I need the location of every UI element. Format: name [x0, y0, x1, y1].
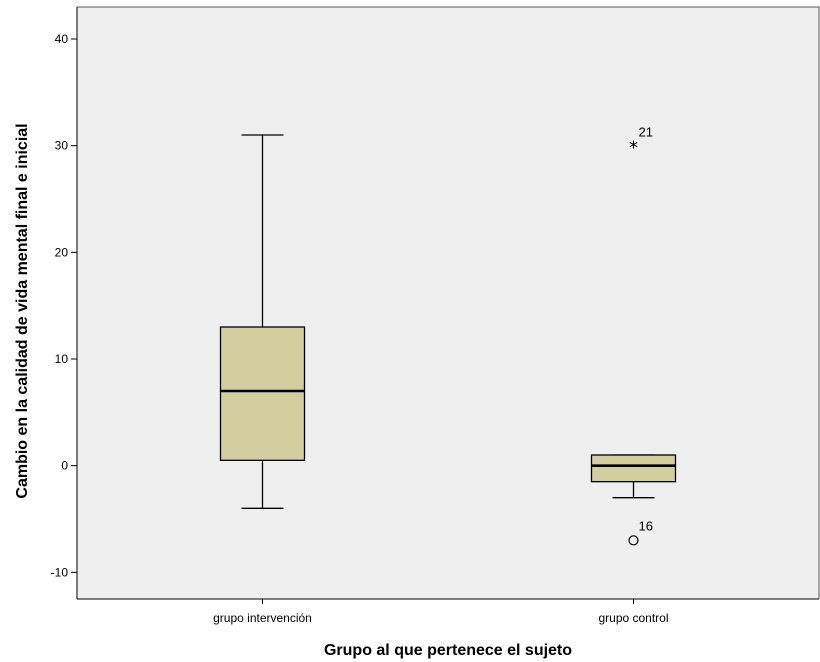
iqr-box [590, 454, 677, 483]
box-group [219, 134, 306, 509]
extreme-point: * [629, 138, 638, 159]
plot-frame [77, 6, 820, 599]
y-axis: 40 30 20 10 0 -10 [51, 7, 78, 599]
outlier-label: 16 [639, 518, 653, 533]
y-tick-label: 0 [61, 459, 68, 473]
iqr-box [219, 326, 306, 461]
y-axis-title: Cambio en la calidad de vida mental fina… [14, 123, 31, 498]
x-tick-label: grupo intervención [213, 611, 312, 625]
box-group: 16 *21 [590, 125, 677, 546]
y-tick-label: 30 [55, 139, 69, 153]
x-tick-label: grupo control [598, 611, 668, 625]
y-tick-label: 10 [55, 352, 69, 366]
extreme-label: 21 [639, 125, 653, 140]
y-tick-label: 40 [55, 32, 69, 46]
y-tick-label: -10 [51, 565, 69, 579]
x-axis-title: Grupo al que pertenece el sujeto [324, 642, 572, 659]
plot-area-background [77, 7, 819, 599]
box-series: 16 *21 [219, 125, 677, 546]
y-tick-label: 20 [55, 245, 69, 259]
x-axis: grupo intervención grupo control [77, 598, 819, 625]
outlier-point [628, 535, 639, 546]
